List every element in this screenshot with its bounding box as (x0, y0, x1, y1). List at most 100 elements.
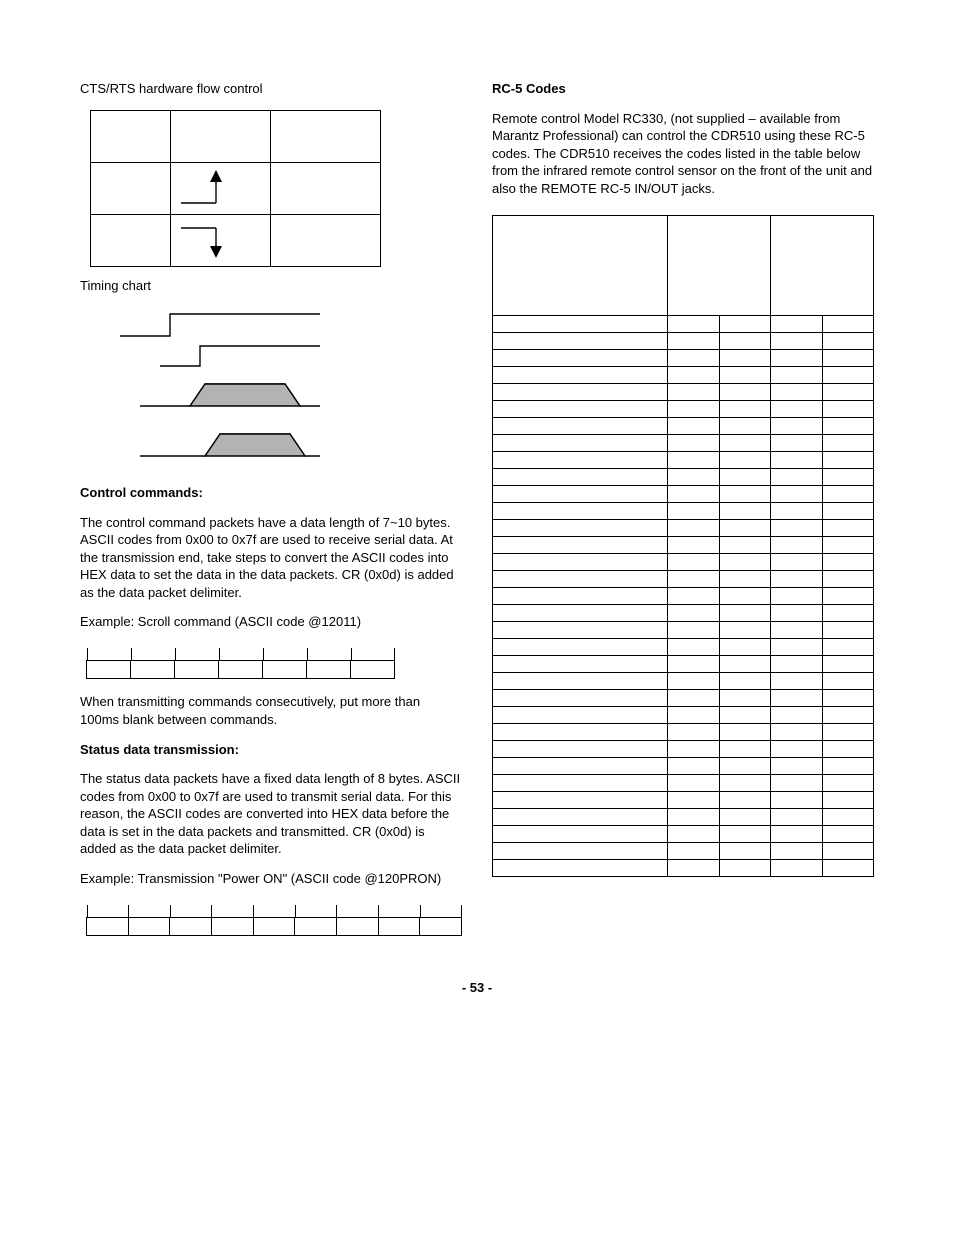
rc5-cell (493, 520, 668, 537)
rc5-cell (771, 860, 822, 877)
rc5-cell (771, 333, 822, 350)
rc5-cell (771, 758, 822, 775)
rc5-cell (719, 452, 770, 469)
rc5-cell (493, 571, 668, 588)
rc5-cell (719, 690, 770, 707)
flow-cell (171, 110, 271, 162)
rc5-cell (493, 333, 668, 350)
rc5-cell (719, 775, 770, 792)
control-commands-heading: Control commands: (80, 484, 462, 502)
rc5-cell (822, 520, 873, 537)
rc5-cell (493, 588, 668, 605)
byte-cell (295, 917, 337, 935)
rc5-cell (668, 775, 719, 792)
page-number: - 53 - (80, 980, 874, 995)
rc5-cell (493, 690, 668, 707)
byte-cell (253, 899, 295, 917)
rc5-cell (668, 809, 719, 826)
rc5-cell (822, 333, 873, 350)
rc5-cell (719, 622, 770, 639)
rc5-cell (493, 503, 668, 520)
rc5-cell (771, 622, 822, 639)
rc5-cell (719, 435, 770, 452)
rc5-cell (771, 537, 822, 554)
rc5-cell (668, 537, 719, 554)
rc5-cell (822, 826, 873, 843)
flow-arrow-down-cell (171, 214, 271, 266)
rc5-cell (668, 554, 719, 571)
rc5-cell (822, 537, 873, 554)
rc5-cell (493, 622, 668, 639)
rc5-cell (719, 656, 770, 673)
rc5-cell (719, 639, 770, 656)
rc5-cell (822, 724, 873, 741)
byte-cell (175, 661, 219, 679)
rc5-header-cell (493, 216, 668, 316)
rc5-cell (719, 843, 770, 860)
rc5-cell (668, 384, 719, 401)
rc5-cell (719, 571, 770, 588)
status-data-example: Example: Transmission "Power ON" (ASCII … (80, 870, 462, 888)
rc5-cell (771, 792, 822, 809)
rc5-cell (493, 469, 668, 486)
rc5-cell (668, 503, 719, 520)
byte-cell (336, 917, 378, 935)
rc5-cell (719, 316, 770, 333)
rc5-cell (493, 316, 668, 333)
rc5-cell (822, 809, 873, 826)
rc5-cell (493, 452, 668, 469)
rc5-cell (493, 775, 668, 792)
byte-cell (175, 643, 219, 661)
rc5-cell (668, 639, 719, 656)
rc5-cell (493, 741, 668, 758)
rc5-cell (822, 639, 873, 656)
byte-cell (253, 917, 295, 935)
rc5-cell (719, 367, 770, 384)
rc5-cell (719, 758, 770, 775)
rc5-cell (822, 469, 873, 486)
rc5-cell (668, 333, 719, 350)
rc5-cell (668, 690, 719, 707)
rc5-heading: RC-5 Codes (492, 80, 874, 98)
rc5-cell (493, 758, 668, 775)
rc5-header-cell (668, 216, 771, 316)
rc5-cell (668, 520, 719, 537)
rc5-cell (771, 605, 822, 622)
rc5-cell (493, 860, 668, 877)
flow-cell (91, 214, 171, 266)
rc5-cell (771, 469, 822, 486)
rc5-table (492, 215, 874, 877)
rc5-cell (493, 367, 668, 384)
rc5-cell (719, 588, 770, 605)
rc5-cell (822, 656, 873, 673)
byte-cell (219, 661, 263, 679)
rc5-cell (719, 486, 770, 503)
rc5-cell (822, 384, 873, 401)
rc5-cell (822, 350, 873, 367)
rc5-cell (771, 503, 822, 520)
rc5-cell (668, 316, 719, 333)
rc5-cell (493, 673, 668, 690)
rc5-cell (668, 486, 719, 503)
rc5-cell (771, 826, 822, 843)
rc5-cell (822, 758, 873, 775)
rc5-header-cell (771, 216, 874, 316)
flow-cell (271, 214, 381, 266)
byte-cell (336, 899, 378, 917)
rc5-cell (493, 826, 668, 843)
rc5-cell (719, 469, 770, 486)
rc5-cell (668, 843, 719, 860)
rc5-cell (771, 452, 822, 469)
rc5-cell (771, 843, 822, 860)
rc5-cell (719, 537, 770, 554)
rc5-cell (771, 690, 822, 707)
rc5-cell (493, 401, 668, 418)
rc5-cell (719, 707, 770, 724)
rc5-cell (771, 520, 822, 537)
rc5-cell (771, 673, 822, 690)
rc5-cell (822, 775, 873, 792)
rc5-cell (493, 554, 668, 571)
rc5-cell (668, 452, 719, 469)
rc5-cell (668, 758, 719, 775)
rc5-cell (822, 741, 873, 758)
